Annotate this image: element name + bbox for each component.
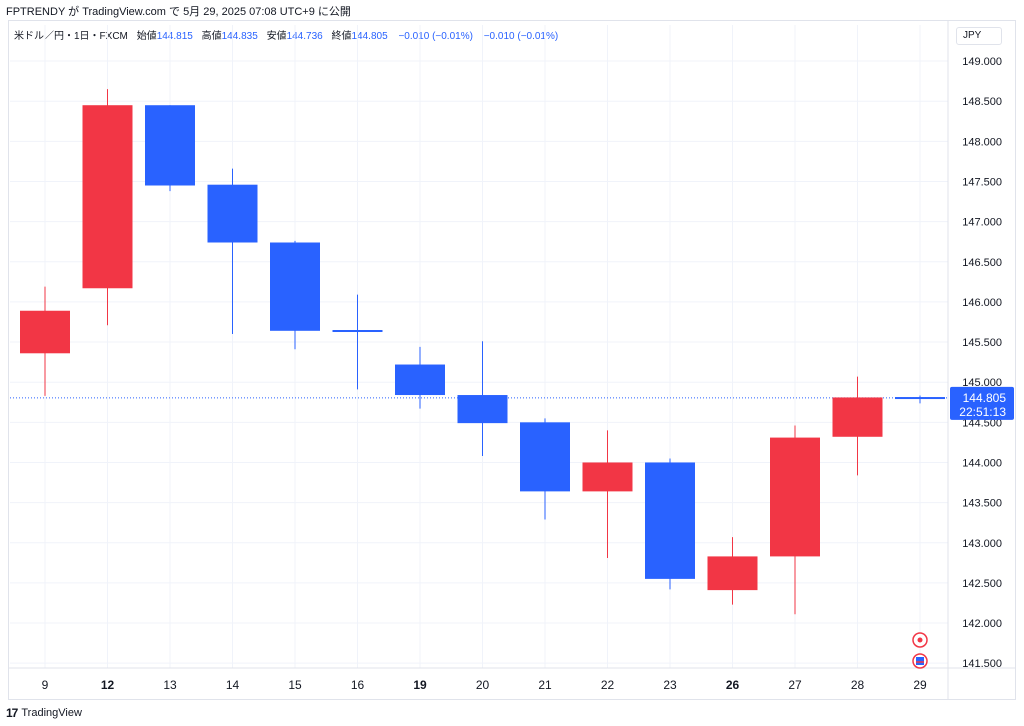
- candle-body: [145, 105, 195, 186]
- x-tick-label: 9: [42, 678, 49, 692]
- y-tick-label: 144.500: [962, 417, 1002, 429]
- x-tick-label: 22: [601, 678, 615, 692]
- close-label: 終値: [331, 31, 352, 42]
- y-tick-label: 143.000: [962, 538, 1002, 550]
- high-value: 144.835: [221, 31, 258, 42]
- y-tick-label: 148.500: [962, 96, 1002, 108]
- candle-body: [832, 397, 883, 437]
- x-tick-label: 27: [788, 678, 802, 692]
- change-value-2: −0.010 (−0.01%): [483, 31, 559, 42]
- y-tick-label: 146.500: [962, 257, 1002, 269]
- candle-body: [707, 556, 758, 591]
- x-tick-label: 13: [163, 678, 177, 692]
- price-label-box: [950, 386, 1014, 420]
- x-tick-label: 15: [288, 678, 302, 692]
- close-value: 144.805: [351, 31, 388, 42]
- x-tick-label: 19: [413, 678, 427, 692]
- y-tick-label: 142.500: [962, 578, 1002, 590]
- candle-body: [582, 462, 633, 492]
- currency-button[interactable]: JPY: [956, 27, 1002, 45]
- tradingview-logo-icon[interactable]: 17: [6, 706, 18, 720]
- y-tick-label: 148.000: [962, 136, 1002, 148]
- chart-legend: 米ドル／円・1日・FXCM 始値144.815 高値144.835 安値144.…: [14, 27, 558, 42]
- x-tick-label: 16: [351, 678, 365, 692]
- y-tick-label: 145.000: [962, 377, 1002, 389]
- y-tick-label: 146.000: [962, 297, 1002, 309]
- open-value: 144.815: [156, 31, 193, 42]
- footer: 17 TradingView: [6, 706, 82, 720]
- x-tick-label: 23: [663, 678, 677, 692]
- candle-body: [20, 310, 70, 354]
- us-flag-canton-icon: [916, 657, 924, 665]
- candle-body: [770, 437, 820, 557]
- candle-body: [457, 395, 508, 424]
- x-tick-label: 14: [226, 678, 240, 692]
- y-tick-label: 147.000: [962, 217, 1002, 229]
- candle-body: [207, 184, 258, 243]
- x-tick-label: 26: [726, 678, 740, 692]
- candle-body: [332, 330, 383, 333]
- candle-body: [520, 422, 570, 492]
- candle-body: [270, 242, 320, 331]
- chart-frame: [8, 20, 1016, 700]
- low-label: 安値: [266, 31, 287, 42]
- x-tick-label: 21: [538, 678, 552, 692]
- y-tick-label: 142.000: [962, 618, 1002, 630]
- change-value: −0.010 (−0.01%): [398, 31, 473, 42]
- x-tick-label: 20: [476, 678, 490, 692]
- publish-header: FPTRENDY が TradingView.com で 5月 29, 2025…: [6, 6, 351, 18]
- y-tick-label: 149.000: [962, 56, 1002, 68]
- candle-body: [395, 364, 445, 396]
- y-tick-label: 144.000: [962, 457, 1002, 469]
- symbol-label[interactable]: 米ドル／円・1日・FXCM: [14, 31, 128, 42]
- price-label-countdown: 22:51:13: [959, 405, 1006, 419]
- y-tick-label: 147.500: [962, 176, 1002, 188]
- brand-label[interactable]: TradingView: [21, 707, 82, 719]
- y-tick-label: 145.500: [962, 337, 1002, 349]
- event-marker-dot-icon: [917, 637, 923, 643]
- high-label: 高値: [201, 31, 222, 42]
- price-label-value: 144.805: [963, 391, 1007, 405]
- low-value: 144.736: [286, 31, 323, 42]
- x-tick-label: 29: [913, 678, 927, 692]
- candle-body: [895, 397, 945, 400]
- candle-body: [645, 462, 695, 579]
- x-tick-label: 12: [101, 678, 115, 692]
- x-tick-label: 28: [851, 678, 865, 692]
- candle-body: [82, 105, 133, 289]
- y-tick-label: 141.500: [962, 658, 1002, 670]
- open-label: 始値: [136, 31, 157, 42]
- y-tick-label: 143.500: [962, 498, 1002, 510]
